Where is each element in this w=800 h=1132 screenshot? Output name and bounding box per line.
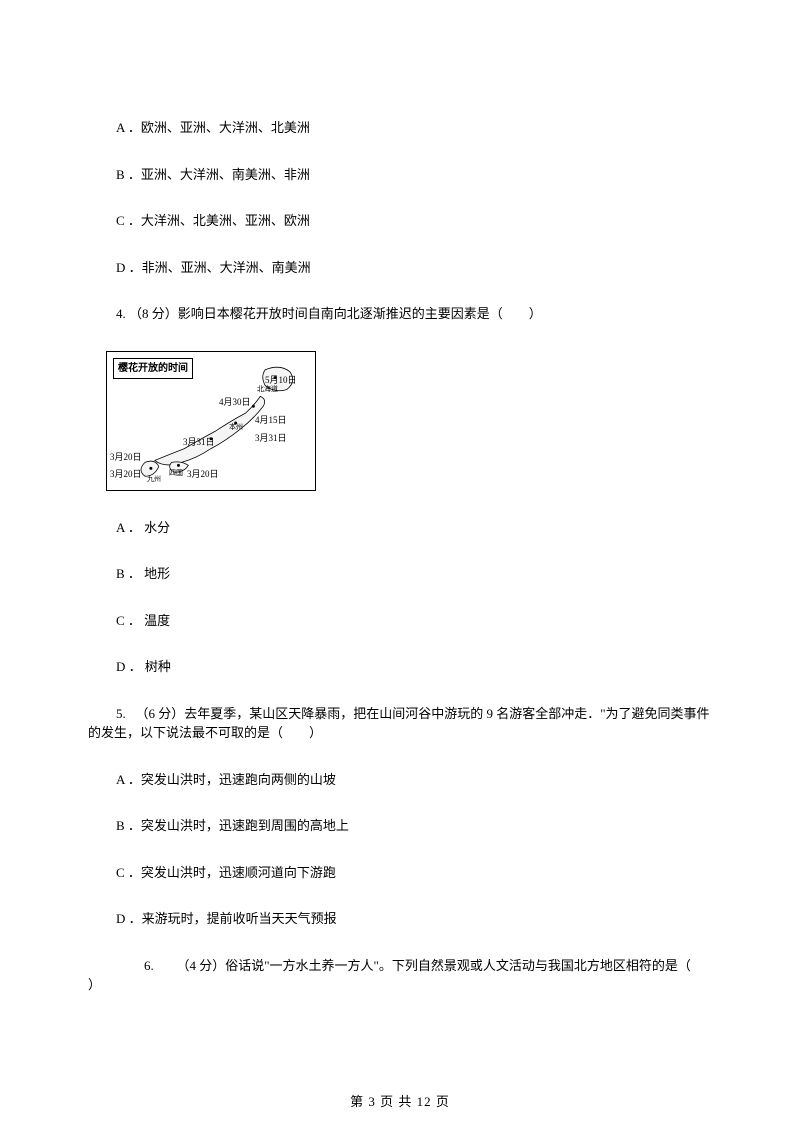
- map-label-mar20-3: 3月20日: [187, 468, 219, 482]
- question-6-tail: ）: [88, 975, 712, 995]
- map-label-mar31-r: 3月31日: [255, 432, 287, 446]
- option-c: C ．大洋洲、北美洲、亚洲、欧洲: [88, 211, 712, 231]
- q5-option-c: C ．突发山洪时，迅速顺河道向下游跑: [88, 863, 712, 883]
- q4-option-d: D ． 树种: [88, 657, 712, 677]
- map-label-mar20-1: 3月20日: [110, 451, 142, 465]
- map-label-shikoku: 四国: [169, 468, 183, 479]
- map-label-mar31-l: 3月31日: [183, 436, 215, 450]
- q5-option-d: D ．来游玩时，提前收听当天天气预报: [88, 909, 712, 929]
- q4-option-c: C ． 温度: [88, 611, 712, 631]
- option-d: D ．非洲、亚洲、大洋洲、南美洲: [88, 258, 712, 278]
- question-5-stem: 5. （6 分）去年夏季，某山区天降暴雨，把在山间河谷中游玩的 9 名游客全部冲…: [88, 704, 712, 743]
- page-body: A ．欧洲、亚洲、大洋洲、北美洲 B ．亚洲、大洋洲、南美洲、非洲 C ．大洋洲…: [0, 0, 800, 1062]
- map-label-apr15: 4月15日: [255, 414, 287, 428]
- q5-option-b: B ．突发山洪时，迅速跑到周围的高地上: [88, 816, 712, 836]
- map-label-mar20-2: 3月20日: [110, 468, 142, 482]
- option-b: B ．亚洲、大洋洲、南美洲、非洲: [88, 165, 712, 185]
- option-a: A ．欧洲、亚洲、大洋洲、北美洲: [88, 118, 712, 138]
- map-label-apr30: 4月30日: [219, 396, 251, 410]
- q4-option-a: A ． 水分: [88, 518, 712, 538]
- q5-option-a: A ．突发山洪时，迅速跑向两侧的山坡: [88, 770, 712, 790]
- page-footer: 第 3 页 共 12 页: [0, 1091, 800, 1110]
- q4-option-b: B ． 地形: [88, 564, 712, 584]
- question-4-stem: 4. （8 分）影响日本樱花开放时间自南向北逐渐推迟的主要因素是（ ）: [88, 304, 712, 324]
- map-label-hokkaido: 北海道: [257, 384, 278, 395]
- japan-sakura-map: 樱花开放的时间 5月10日 北海道 4月30日 4月15日 本州 3月31日 3…: [106, 351, 316, 491]
- question-6-stem: 6. （4 分）俗话说"一方水土养一方人"。下列自然景观或人文活动与我国北方地区…: [88, 956, 712, 976]
- map-label-honshu: 本州: [229, 422, 243, 433]
- map-label-kyushu: 九州: [147, 474, 161, 485]
